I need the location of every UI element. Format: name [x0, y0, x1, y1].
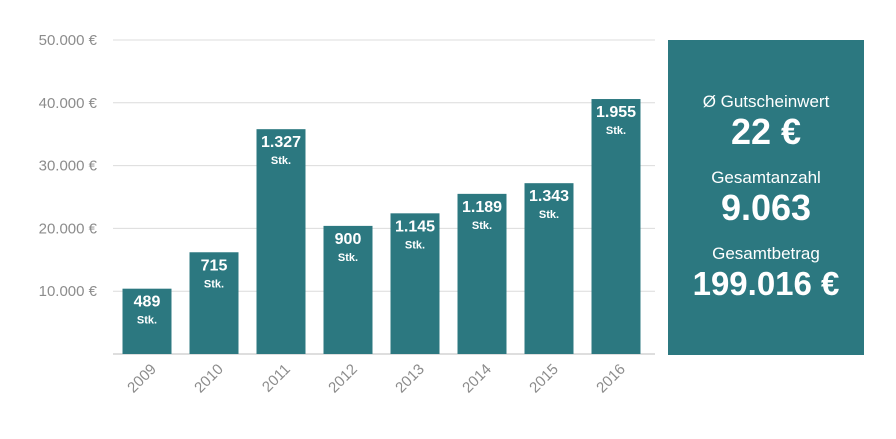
total-count-value: 9.063 — [720, 186, 812, 228]
x-tick-label: 2014 — [459, 361, 495, 397]
bars — [122, 99, 641, 354]
x-tick-label: 2012 — [325, 361, 361, 397]
bar — [189, 252, 239, 354]
y-tick-label: 40.000 € — [39, 95, 98, 112]
bar — [524, 183, 574, 354]
bar-unit-label: Stk. — [539, 209, 559, 221]
x-tick-label: 2010 — [191, 361, 227, 397]
bar-value-label: 1.343 — [529, 188, 569, 205]
total-amount-value: 199.016 € — [692, 264, 840, 302]
bar — [390, 213, 440, 354]
avg-voucher-value: 22 € — [730, 110, 802, 152]
bar — [256, 129, 306, 354]
bar — [457, 193, 507, 354]
total-count-label: Gesamtanzahl — [711, 167, 821, 187]
bar — [323, 225, 373, 354]
bar — [591, 99, 641, 354]
bar-unit-label: Stk. — [338, 252, 358, 264]
x-axis-ticks: 2009 2010 2011 2012 2013 2014 2015 2016 — [124, 361, 629, 397]
bar-unit-label: Stk. — [472, 220, 492, 232]
total-amount-label: Gesamtbetrag — [712, 243, 820, 263]
data-labels: 489 Stk. 715 Stk. 1.327 Stk. 900 Stk. 1.145 Stk. 1… — [134, 104, 636, 327]
x-tick-label: 2016 — [593, 361, 629, 397]
bar-unit-label: Stk. — [606, 125, 626, 137]
summary-panel: Ø Gutscheinwert 22 € Gesamtanzahl 9.063 … — [668, 40, 864, 355]
bar-value-label: 715 — [201, 257, 228, 274]
x-tick-label: 2015 — [526, 361, 562, 397]
bar-unit-label: Stk. — [271, 155, 291, 167]
bar-value-label: 1.145 — [395, 218, 435, 235]
bar — [122, 288, 172, 354]
bar-value-label: 1.189 — [462, 199, 502, 216]
bar-chart: 10.000 € 20.000 € 30.000 € 40.000 € 50.000 €… — [39, 32, 655, 397]
y-tick-label: 20.000 € — [39, 220, 98, 237]
bar-unit-label: Stk. — [405, 239, 425, 251]
x-tick-label: 2009 — [124, 361, 160, 397]
bar-unit-label: Stk. — [204, 278, 224, 290]
bar-unit-label: Stk. — [137, 315, 157, 327]
avg-voucher-label: Ø Gutscheinwert — [702, 91, 830, 111]
y-axis-ticks: 10.000 € 20.000 € 30.000 € 40.000 € 50.000 € — [39, 32, 98, 300]
bar-value-label: 1.955 — [596, 104, 636, 121]
y-tick-label: 10.000 € — [39, 283, 98, 300]
bar-value-label: 489 — [134, 294, 161, 311]
x-tick-label: 2011 — [259, 361, 294, 396]
y-tick-label: 50.000 € — [39, 32, 98, 49]
bar-value-label: 900 — [335, 231, 362, 248]
x-tick-label: 2013 — [392, 361, 428, 397]
bar-value-label: 1.327 — [261, 134, 301, 151]
y-tick-label: 30.000 € — [39, 158, 98, 175]
